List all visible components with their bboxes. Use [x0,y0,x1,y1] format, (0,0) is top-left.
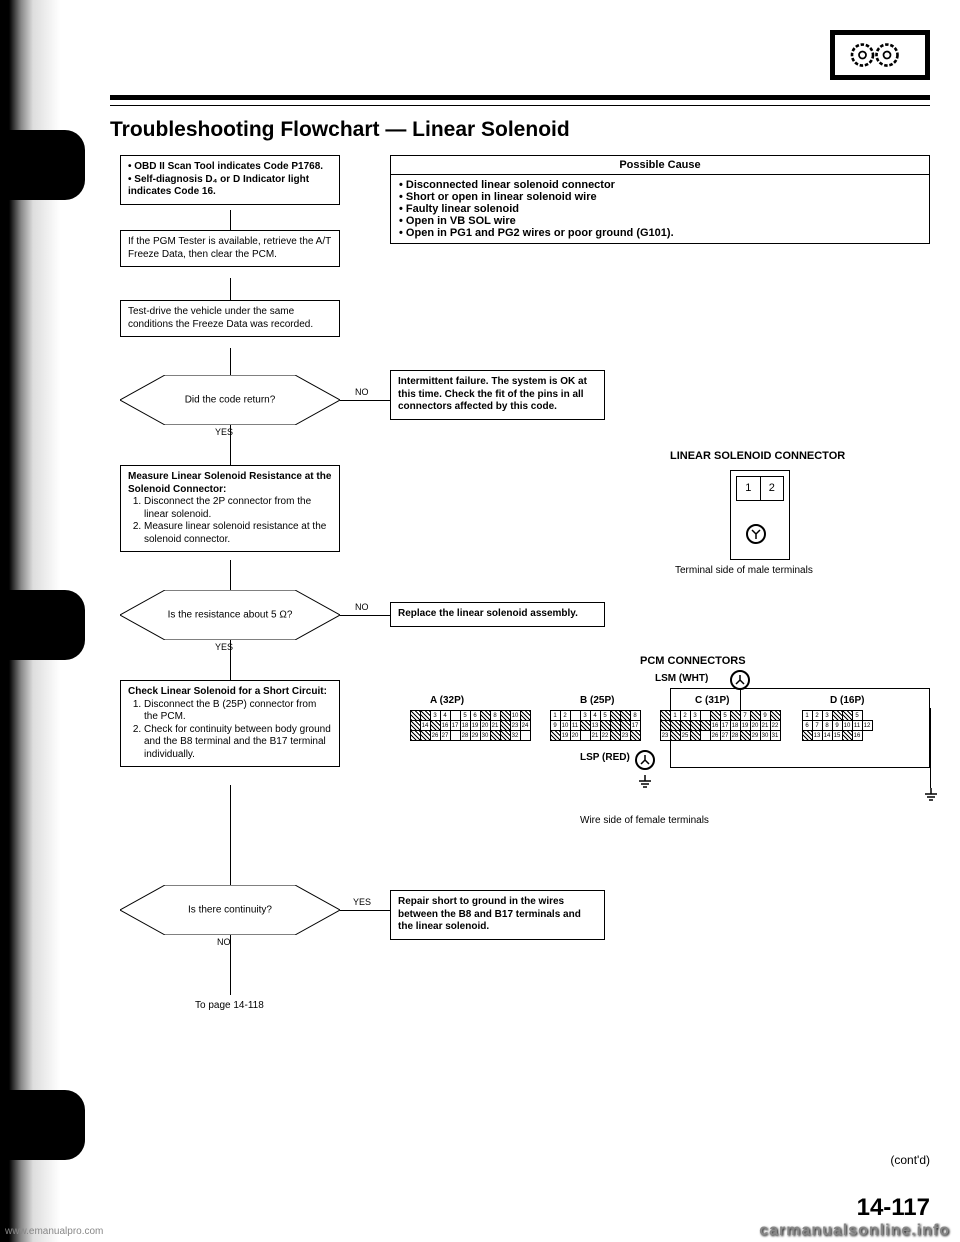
step-text: Test-drive the vehicle under the same co… [128,306,313,330]
connector-b-grid: 123458 910111317 1920212223 [550,710,640,740]
step-box: If the PGM Tester is available, retrieve… [120,230,340,267]
conn-c-label: C (31P) [695,695,729,706]
flow-line [230,348,231,375]
connector-a-grid: 3456810 141617181920212324 262728293032 [410,710,530,740]
wire-side-label: Wire side of female terminals [580,815,709,826]
start-line2: • Self-diagnosis D₄ or D Indicator light… [128,174,332,199]
flowchart-content: • OBD II Scan Tool indicates Code P1768.… [110,155,930,1212]
pin-circle-icon [635,750,655,770]
intermittent-text: Intermittent failure. The system is OK a… [398,376,587,412]
decision-box: Did the code return? [120,375,340,425]
flow-line [230,640,231,680]
measure-title: Measure Linear Solenoid Resistance at th… [128,471,332,496]
step-text: If the PGM Tester is available, retrieve… [128,236,331,260]
cause-body: Disconnected linear solenoid connector S… [391,175,929,243]
gear-logo-icon [830,30,930,80]
flow-line [740,688,741,710]
start-line1: • OBD II Scan Tool indicates Code P1768. [128,161,332,174]
terminal-side-label: Terminal side of male terminals [675,565,813,576]
ground-icon [923,788,939,809]
conn-b-label: B (25P) [580,695,614,706]
flow-line [230,785,231,885]
no-label: NO [355,602,369,612]
flow-line [230,425,231,465]
cause-header: Possible Cause [391,156,929,175]
repair-text: Repair short to ground in the wires betw… [398,896,581,932]
page-title: Troubleshooting Flowchart — Linear Solen… [110,118,570,142]
cause-item: Faulty linear solenoid [399,203,921,215]
pin-label: 1 [737,477,761,500]
ground-icon [637,775,653,796]
connector-d-grid: 1235 6789101112 13141516 [802,710,872,740]
no-label: NO [217,937,231,947]
check-step: Disconnect the B (25P) connector from th… [144,699,332,724]
intermittent-box: Intermittent failure. The system is OK a… [390,370,605,420]
repair-box: Repair short to ground in the wires betw… [390,890,605,940]
page-number: 14-117 [857,1194,930,1222]
no-label: NO [355,387,369,397]
connector-c-grid: 123579 16171819202122 2325262728293031 [660,710,780,740]
flow-line [340,615,390,616]
linear-connector-diagram: 1 2 [730,470,790,560]
step-box: Test-drive the vehicle under the same co… [120,300,340,337]
check-title: Check Linear Solenoid for a Short Circui… [128,686,332,699]
ground-icon [746,524,766,544]
binder-tab [0,130,85,200]
linear-conn-label: LINEAR SOLENOID CONNECTOR [670,450,845,462]
flow-line [230,935,231,995]
possible-cause-box: Possible Cause Disconnected linear solen… [390,155,930,244]
lsm-label: LSM (WHT) [655,673,708,684]
watermark: carmanualsonline.info [759,1222,950,1240]
watermark-source: www.emanualpro.com [5,1226,103,1237]
binder-tab [0,1090,85,1160]
pcm-conn-label: PCM CONNECTORS [640,655,746,667]
cause-item: Open in PG1 and PG2 wires or poor ground… [399,227,921,239]
flow-line [230,560,231,590]
replace-text: Replace the linear solenoid assembly. [398,608,578,619]
start-box: • OBD II Scan Tool indicates Code P1768.… [120,155,340,205]
conn-a-label: A (32P) [430,695,464,706]
decision-text: Is the resistance about 5 Ω? [120,610,340,621]
replace-box: Replace the linear solenoid assembly. [390,602,605,627]
header-rule-thin [110,105,930,106]
conn-d-label: D (16P) [830,695,864,706]
decision-box: Is the resistance about 5 Ω? [120,590,340,640]
measure-step: Measure linear solenoid resistance at th… [144,521,332,546]
flow-line [340,910,390,911]
cause-item: Open in VB SOL wire [399,215,921,227]
header-rule [110,95,930,100]
flow-line [340,400,390,401]
pin-label: 2 [761,477,784,500]
contd-label: (cont'd) [890,1153,930,1167]
yes-label: YES [353,897,371,907]
decision-text: Did the code return? [120,395,340,406]
check-box: Check Linear Solenoid for a Short Circui… [120,680,340,767]
flow-line [230,210,231,230]
pin-circle-icon [730,670,750,690]
ground-line [930,708,931,788]
check-step: Check for continuity between body ground… [144,724,332,762]
to-page-label: To page 14-118 [195,1000,264,1011]
binder-tab [0,590,85,660]
cause-item: Disconnected linear solenoid connector [399,179,921,191]
decision-box: Is there continuity? [120,885,340,935]
lsp-label: LSP (RED) [580,752,630,763]
decision-text: Is there continuity? [120,905,340,916]
measure-step: Disconnect the 2P connector from the lin… [144,496,332,521]
flow-line [230,278,231,300]
cause-item: Short or open in linear solenoid wire [399,191,921,203]
measure-box: Measure Linear Solenoid Resistance at th… [120,465,340,552]
